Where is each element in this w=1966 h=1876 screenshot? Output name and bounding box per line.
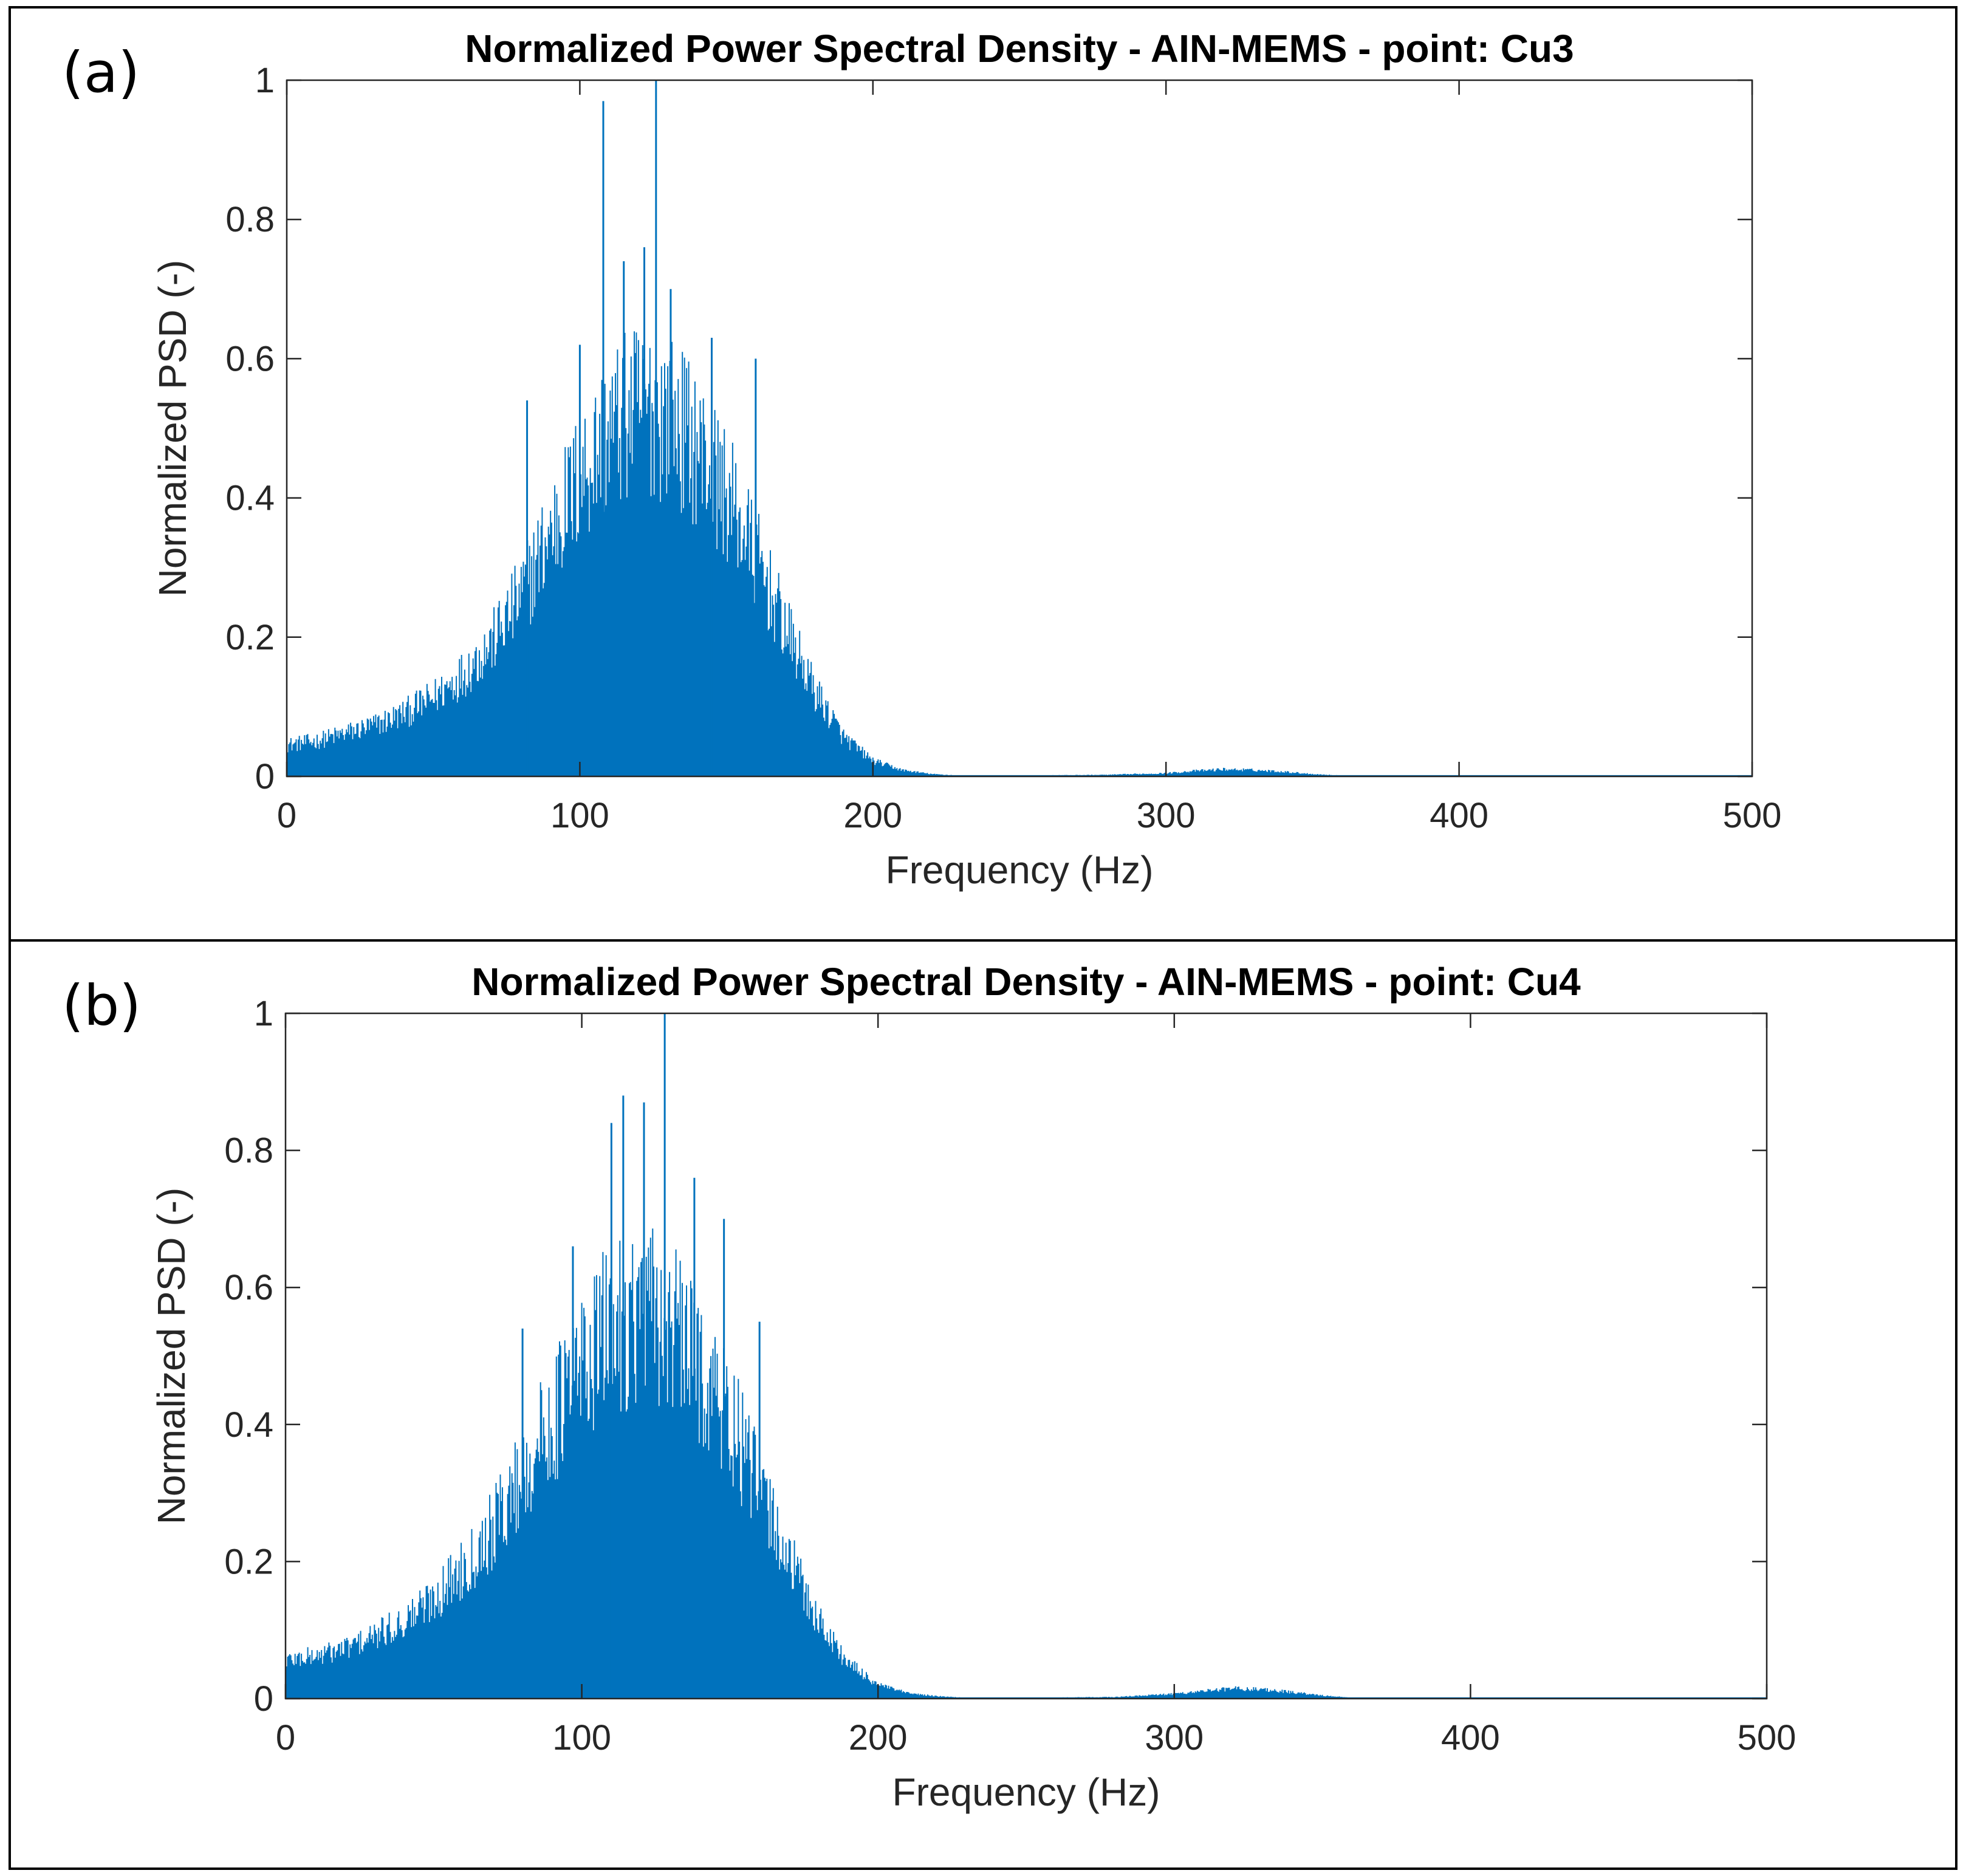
panel-label: (a) (62, 40, 140, 105)
x-tick-label: 0 (277, 796, 296, 835)
x-tick-label: 300 (1145, 1718, 1204, 1758)
x-tick-label: 100 (550, 796, 609, 835)
x-tick-label: 300 (1137, 796, 1196, 835)
y-tick-label: 0.4 (225, 479, 275, 518)
y-tick-label: 0.2 (224, 1542, 273, 1581)
x-tick-label: 500 (1723, 796, 1782, 835)
panel-b: (b) Normalized Power Spectral Density - … (9, 939, 1957, 1870)
panel-a: (a) Normalized Power Spectral Density - … (9, 6, 1957, 942)
y-tick-label: 0.8 (225, 200, 275, 239)
x-tick-label: 500 (1738, 1718, 1796, 1758)
psd-spikes (286, 331, 1753, 776)
x-tick-label: 0 (276, 1718, 295, 1758)
x-tick-label: 200 (843, 796, 902, 835)
y-tick-label: 0.6 (224, 1268, 273, 1307)
y-tick-label: 0.8 (224, 1131, 273, 1171)
y-tick-label: 0.4 (224, 1405, 273, 1445)
psd-spikes (285, 1228, 1767, 1699)
chart-title: Normalized Power Spectral Density - AIN-… (465, 27, 1574, 70)
y-tick-label: 0.6 (225, 339, 275, 378)
plot-frame (286, 79, 1753, 778)
psd-chart-cu3: Normalized Power Spectral Density - AIN-… (151, 27, 1782, 892)
y-tick-label: 0 (255, 757, 275, 796)
x-tick-label: 400 (1430, 796, 1488, 835)
y-axis-label: Normalized PSD (-) (151, 260, 194, 597)
y-axis-label: Normalized PSD (-) (149, 1188, 193, 1525)
y-tick-label: 0 (254, 1679, 273, 1719)
panel-label: (b) (62, 973, 142, 1038)
y-tick-label: 1 (255, 61, 275, 100)
x-tick-label: 200 (849, 1718, 908, 1758)
y-tick-label: 0.2 (225, 618, 275, 657)
x-tick-label: 100 (552, 1718, 611, 1758)
chart-title: Normalized Power Spectral Density - AIN-… (471, 960, 1581, 1004)
x-axis-label: Frequency (Hz) (886, 848, 1154, 892)
psd-chart-cu4: Normalized Power Spectral Density - AIN-… (149, 960, 1796, 1814)
x-tick-label: 400 (1441, 1718, 1500, 1758)
plot-frame (284, 1012, 1768, 1700)
x-axis-label: Frequency (Hz) (892, 1770, 1160, 1814)
y-tick-label: 1 (254, 994, 273, 1033)
